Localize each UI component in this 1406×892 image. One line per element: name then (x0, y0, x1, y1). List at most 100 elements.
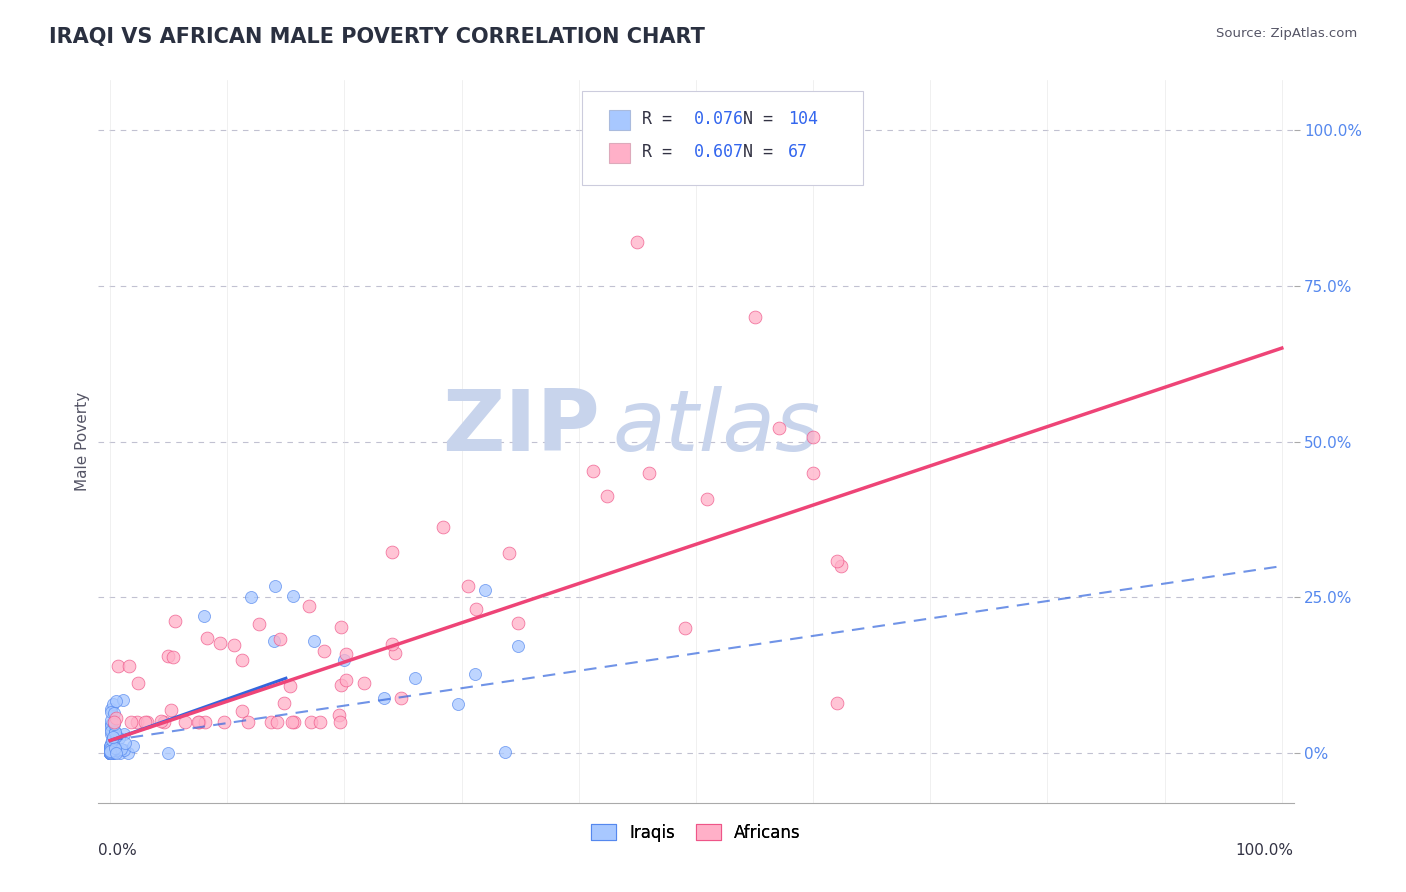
Point (830, 558, 852, 573)
Text: IRAQI VS AFRICAN MALE POVERTY CORRELATION CHART: IRAQI VS AFRICAN MALE POVERTY CORRELATIO… (49, 27, 704, 46)
Text: ZIP: ZIP (443, 385, 600, 468)
Point (98, 746, 121, 760)
Point (222, 638, 245, 652)
Point (98, 741, 121, 756)
Point (263, 633, 285, 648)
Point (134, 714, 156, 729)
Point (333, 652, 356, 666)
Point (104, 729, 127, 743)
Point (98, 746, 121, 760)
Point (100, 702, 122, 716)
Point (104, 743, 127, 757)
Point (103, 742, 125, 756)
Text: N =: N = (742, 110, 772, 128)
FancyBboxPatch shape (609, 143, 630, 163)
Point (498, 546, 520, 560)
Point (100, 746, 122, 760)
Point (373, 691, 395, 706)
Point (103, 714, 125, 729)
Point (103, 741, 125, 756)
Point (98, 745, 121, 759)
Point (100, 717, 122, 731)
Point (673, 621, 696, 635)
Point (100, 746, 122, 760)
Point (104, 725, 127, 739)
Point (278, 679, 301, 693)
Point (100, 746, 122, 760)
Point (100, 705, 122, 719)
Point (103, 743, 125, 757)
Point (464, 666, 486, 681)
Point (299, 714, 322, 729)
Point (231, 653, 253, 667)
Point (193, 609, 215, 624)
Text: 0.0%: 0.0% (98, 843, 138, 857)
Point (335, 673, 357, 688)
Point (335, 648, 357, 662)
Point (101, 738, 124, 752)
Point (381, 636, 404, 650)
Point (104, 724, 127, 739)
Point (100, 745, 122, 759)
Point (100, 723, 122, 738)
Point (112, 743, 135, 757)
Point (457, 578, 479, 592)
Point (100, 743, 122, 757)
Point (162, 650, 184, 665)
Point (329, 714, 352, 729)
Text: 104: 104 (787, 110, 818, 128)
Point (506, 639, 529, 653)
Point (801, 466, 824, 480)
Point (101, 746, 124, 760)
Point (163, 614, 186, 628)
Point (100, 745, 122, 759)
Point (104, 742, 127, 756)
Point (100, 745, 122, 759)
Point (801, 430, 824, 444)
Point (157, 648, 180, 663)
Text: R =: R = (643, 110, 672, 128)
Point (508, 616, 530, 631)
Point (100, 746, 122, 760)
Point (381, 545, 404, 559)
Point (98, 746, 121, 760)
Text: Source: ZipAtlas.com: Source: ZipAtlas.com (1216, 27, 1357, 40)
Point (98, 746, 121, 760)
Point (330, 620, 353, 634)
Point (98, 744, 121, 758)
Point (447, 698, 470, 712)
Point (98, 745, 121, 759)
Point (247, 617, 270, 632)
Point (100, 746, 122, 760)
Point (314, 643, 336, 657)
Point (98, 746, 121, 760)
Point (103, 745, 125, 759)
Text: N =: N = (742, 143, 772, 161)
Point (100, 745, 122, 759)
Point (127, 676, 149, 690)
Point (596, 489, 619, 503)
Point (432, 519, 454, 533)
Point (108, 731, 131, 746)
Point (464, 602, 486, 616)
Point (100, 745, 122, 759)
Point (98, 741, 121, 756)
Point (98, 744, 121, 758)
Point (100, 739, 122, 753)
Point (304, 634, 326, 648)
Point (188, 714, 211, 729)
Point (100, 746, 122, 760)
Point (98, 746, 121, 760)
Point (98, 739, 121, 753)
Point (100, 713, 122, 727)
Point (100, 727, 122, 741)
Point (768, 421, 790, 435)
Point (100, 744, 122, 758)
Point (121, 739, 143, 753)
Point (135, 714, 157, 729)
Point (273, 696, 295, 710)
Point (389, 691, 412, 706)
Point (329, 678, 352, 692)
Point (105, 743, 128, 757)
FancyBboxPatch shape (609, 110, 630, 130)
